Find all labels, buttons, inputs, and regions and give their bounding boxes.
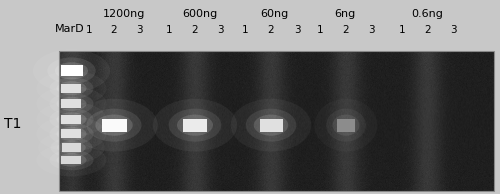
Ellipse shape [50, 93, 94, 115]
Bar [337, 119, 355, 132]
Text: 60ng: 60ng [260, 9, 288, 19]
Text: 3: 3 [450, 25, 456, 35]
Ellipse shape [33, 49, 110, 92]
Ellipse shape [168, 109, 222, 142]
Bar [62, 100, 82, 108]
Text: 0.6ng: 0.6ng [412, 9, 444, 19]
Ellipse shape [177, 115, 213, 136]
Ellipse shape [86, 109, 142, 142]
Ellipse shape [246, 109, 296, 142]
Text: 1200ng: 1200ng [103, 9, 145, 19]
Text: 3: 3 [136, 25, 142, 35]
Bar [183, 119, 207, 132]
Bar [59, 51, 494, 191]
Ellipse shape [231, 99, 311, 152]
Ellipse shape [153, 99, 237, 152]
Ellipse shape [50, 108, 94, 130]
Bar [102, 119, 126, 132]
Ellipse shape [56, 153, 86, 167]
Text: 1: 1 [399, 25, 406, 35]
Text: 2: 2 [342, 25, 349, 35]
Text: 2: 2 [192, 25, 198, 35]
Ellipse shape [36, 86, 106, 121]
Ellipse shape [332, 115, 359, 136]
Ellipse shape [57, 141, 86, 154]
Ellipse shape [38, 131, 105, 164]
Ellipse shape [56, 97, 86, 111]
Ellipse shape [50, 123, 94, 145]
Ellipse shape [326, 109, 366, 142]
Text: 2: 2 [424, 25, 431, 35]
Bar [260, 119, 282, 132]
Ellipse shape [50, 150, 94, 170]
Ellipse shape [48, 57, 96, 84]
Text: 3: 3 [294, 25, 300, 35]
Text: 3: 3 [368, 25, 374, 35]
Ellipse shape [36, 102, 106, 137]
Bar [62, 84, 82, 93]
Bar [60, 66, 82, 76]
Text: MarD: MarD [55, 24, 85, 34]
Text: 2: 2 [110, 25, 117, 35]
Bar [62, 115, 82, 124]
Ellipse shape [36, 144, 106, 176]
Text: 3: 3 [216, 25, 224, 35]
Ellipse shape [50, 137, 92, 158]
Ellipse shape [56, 112, 86, 126]
Text: 600ng: 600ng [182, 9, 218, 19]
Ellipse shape [70, 99, 158, 152]
Text: 1: 1 [166, 25, 172, 35]
Ellipse shape [95, 115, 133, 136]
Ellipse shape [36, 116, 106, 151]
Text: 1: 1 [242, 25, 248, 35]
Ellipse shape [36, 71, 106, 106]
Text: 2: 2 [268, 25, 274, 35]
Bar [62, 130, 82, 138]
Ellipse shape [56, 127, 86, 141]
Text: 6ng: 6ng [334, 9, 355, 19]
Bar [62, 143, 81, 152]
Ellipse shape [50, 77, 94, 99]
Text: 1: 1 [316, 25, 324, 35]
Bar [62, 156, 82, 164]
Text: T1: T1 [4, 117, 21, 131]
Ellipse shape [254, 115, 288, 136]
Ellipse shape [56, 81, 86, 95]
Text: 1: 1 [86, 25, 92, 35]
Ellipse shape [55, 62, 88, 79]
